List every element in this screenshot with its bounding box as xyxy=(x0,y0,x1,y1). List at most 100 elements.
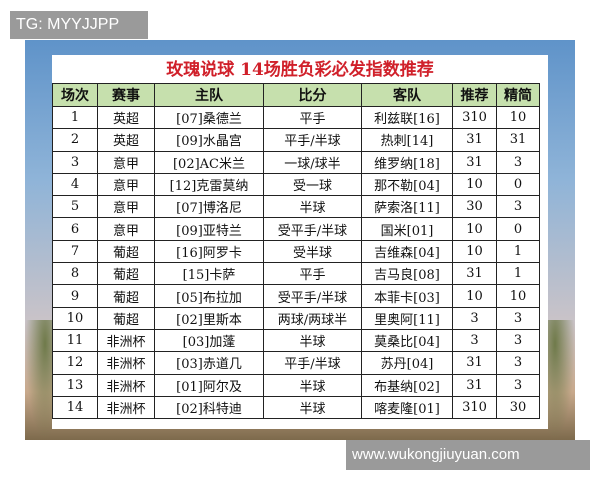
cell-home-team: [05]布拉加 xyxy=(154,284,264,308)
cell-simplified: 0 xyxy=(496,172,540,197)
cell-away-team: 本菲卡[03] xyxy=(361,284,453,308)
cell-match-no: 10 xyxy=(52,306,98,330)
cell-recommend: 310 xyxy=(452,395,497,420)
cell-simplified: 31 xyxy=(496,128,540,152)
table-row: 7 葡超 [16]阿罗卡 受半球 吉维森[04] 10 1 xyxy=(52,239,540,264)
table-row: 11 非洲杯 [03]加蓬 半球 莫桑比[04] 3 3 xyxy=(52,328,540,353)
cell-match-no: 9 xyxy=(52,284,98,308)
panel-title: 玫瑰说球 14场胜负彩必发指数推荐 xyxy=(166,60,434,80)
cell-home-team: [12]克雷莫纳 xyxy=(154,172,264,197)
column-header-handicap: 比分 xyxy=(263,83,362,107)
cell-handicap: 半球 xyxy=(263,328,362,353)
cell-league: 非洲杯 xyxy=(97,373,155,397)
cell-simplified: 3 xyxy=(496,373,540,397)
cell-handicap: 受半球 xyxy=(263,239,362,264)
cell-recommend: 31 xyxy=(452,128,497,152)
cell-home-team: [02]里斯本 xyxy=(154,306,264,330)
cell-recommend: 3 xyxy=(452,306,497,330)
cell-recommend: 10 xyxy=(452,172,497,197)
cell-away-team: 吉马良[08] xyxy=(361,262,453,286)
match-table: 场次 赛事 主队 比分 客队 推荐 精简 1 英超 [07]桑德兰 平手 利兹联[16] 310 10 2… xyxy=(52,83,540,420)
cell-away-team: 维罗纳[18] xyxy=(361,150,453,174)
cell-simplified: 1 xyxy=(496,239,540,264)
cell-away-team: 萨索洛[11] xyxy=(361,195,453,219)
cell-recommend: 3 xyxy=(452,328,497,353)
cell-home-team: [03]赤道几 xyxy=(154,351,264,375)
cell-simplified: 30 xyxy=(496,395,540,420)
cell-away-team: 热刺[14] xyxy=(361,128,453,152)
cell-simplified: 10 xyxy=(496,284,540,308)
cell-handicap: 受平手/半球 xyxy=(263,284,362,308)
cell-recommend: 10 xyxy=(452,284,497,308)
cell-match-no: 4 xyxy=(52,172,98,197)
cell-match-no: 8 xyxy=(52,262,98,286)
cell-simplified: 10 xyxy=(496,105,540,130)
cell-away-team: 布基纳[02] xyxy=(361,373,453,397)
cell-handicap: 一球/球半 xyxy=(263,150,362,174)
cell-away-team: 里奥阿[11] xyxy=(361,306,453,330)
table-row: 4 意甲 [12]克雷莫纳 受一球 那不勒[04] 10 0 xyxy=(52,172,540,197)
recommendation-panel: 玫瑰说球 14场胜负彩必发指数推荐 场次 赛事 主队 比分 客队 推荐 精简 1 英超 [07]… xyxy=(52,55,548,429)
table-row: 2 英超 [09]水晶宫 平手/半球 热刺[14] 31 31 xyxy=(52,128,540,152)
cell-handicap: 平手/半球 xyxy=(263,351,362,375)
cell-home-team: [07]博洛尼 xyxy=(154,195,264,219)
cell-simplified: 3 xyxy=(496,351,540,375)
cell-recommend: 30 xyxy=(452,195,497,219)
cell-match-no: 13 xyxy=(52,373,98,397)
cell-match-no: 7 xyxy=(52,239,98,264)
table-header-row: 场次 赛事 主队 比分 客队 推荐 精简 xyxy=(52,83,540,107)
cell-away-team: 喀麦隆[01] xyxy=(361,395,453,420)
table-row: 1 英超 [07]桑德兰 平手 利兹联[16] 310 10 xyxy=(52,105,540,130)
cell-league: 英超 xyxy=(97,128,155,152)
cell-recommend: 10 xyxy=(452,239,497,264)
cell-league: 葡超 xyxy=(97,306,155,330)
cell-home-team: [16]阿罗卡 xyxy=(154,239,264,264)
cell-recommend: 310 xyxy=(452,105,497,130)
cell-simplified: 3 xyxy=(496,195,540,219)
cell-handicap: 平手 xyxy=(263,105,362,130)
cell-home-team: [01]阿尔及 xyxy=(154,373,264,397)
cell-recommend: 31 xyxy=(452,150,497,174)
cell-home-team: [07]桑德兰 xyxy=(154,105,264,130)
cell-league: 意甲 xyxy=(97,217,155,241)
column-header-match-no: 场次 xyxy=(52,83,98,107)
cell-away-team: 那不勒[04] xyxy=(361,172,453,197)
cell-simplified: 1 xyxy=(496,262,540,286)
cell-league: 意甲 xyxy=(97,150,155,174)
cell-handicap: 半球 xyxy=(263,195,362,219)
cell-match-no: 14 xyxy=(52,395,98,420)
cell-away-team: 苏丹[04] xyxy=(361,351,453,375)
cell-match-no: 12 xyxy=(52,351,98,375)
cell-recommend: 10 xyxy=(452,217,497,241)
cell-handicap: 平手/半球 xyxy=(263,128,362,152)
cell-match-no: 1 xyxy=(52,105,98,130)
cell-handicap: 受一球 xyxy=(263,172,362,197)
cell-match-no: 2 xyxy=(52,128,98,152)
cell-away-team: 莫桑比[04] xyxy=(361,328,453,353)
cell-home-team: [02]科特迪 xyxy=(154,395,264,420)
cell-handicap: 半球 xyxy=(263,395,362,420)
cell-league: 非洲杯 xyxy=(97,328,155,353)
cell-match-no: 5 xyxy=(52,195,98,219)
cell-league: 意甲 xyxy=(97,195,155,219)
cell-home-team: [09]水晶宫 xyxy=(154,128,264,152)
cell-simplified: 3 xyxy=(496,150,540,174)
table-row: 3 意甲 [02]AC米兰 一球/球半 维罗纳[18] 31 3 xyxy=(52,150,540,174)
cell-handicap: 两球/两球半 xyxy=(263,306,362,330)
cell-match-no: 11 xyxy=(52,328,98,353)
table-row: 5 意甲 [07]博洛尼 半球 萨索洛[11] 30 3 xyxy=(52,195,540,219)
table-row: 6 意甲 [09]亚特兰 受平手/半球 国米[01] 10 0 xyxy=(52,217,540,241)
table-row: 14 非洲杯 [02]科特迪 半球 喀麦隆[01] 310 30 xyxy=(52,395,540,420)
cell-recommend: 31 xyxy=(452,373,497,397)
cell-simplified: 0 xyxy=(496,217,540,241)
cell-home-team: [03]加蓬 xyxy=(154,328,264,353)
table-row: 10 葡超 [02]里斯本 两球/两球半 里奥阿[11] 3 3 xyxy=(52,306,540,330)
column-header-home-team: 主队 xyxy=(154,83,264,107)
cell-away-team: 利兹联[16] xyxy=(361,105,453,130)
cell-match-no: 6 xyxy=(52,217,98,241)
watermark-top: TG: MYYJJPP xyxy=(10,11,148,39)
watermark-bottom: www.wukongjiuyuan.com xyxy=(346,440,590,470)
table-row: 12 非洲杯 [03]赤道几 平手/半球 苏丹[04] 31 3 xyxy=(52,351,540,375)
cell-recommend: 31 xyxy=(452,351,497,375)
cell-handicap: 半球 xyxy=(263,373,362,397)
